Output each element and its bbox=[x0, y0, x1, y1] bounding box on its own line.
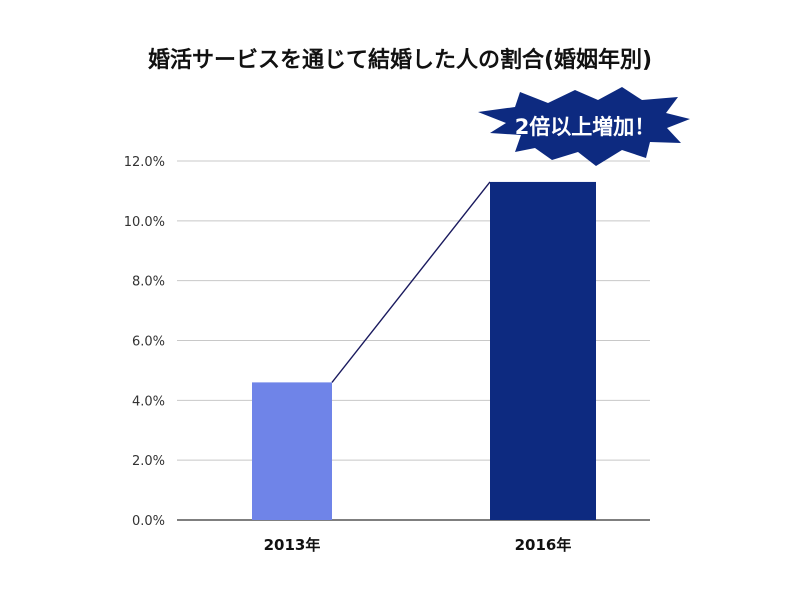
starburst-shape bbox=[478, 87, 690, 166]
y-tick-label: 6.0% bbox=[132, 335, 165, 350]
callout-text: 2倍以上増加！ bbox=[515, 115, 656, 139]
y-tick-label: 2.0% bbox=[132, 454, 165, 469]
x-tick-label: 2013年 bbox=[264, 536, 321, 554]
chart-title: 婚活サービスを通じて結婚した人の割合(婚姻年別) bbox=[148, 47, 652, 73]
y-tick-label: 4.0% bbox=[132, 394, 165, 409]
y-axis-ticks: 0.0% 2.0% 4.0% 6.0% 8.0% 10.0% 12.0% bbox=[124, 155, 165, 529]
bar bbox=[490, 181, 596, 521]
x-tick-label: 2016年 bbox=[515, 536, 572, 554]
connector-line bbox=[331, 181, 491, 383]
y-tick-label: 8.0% bbox=[132, 275, 165, 290]
callout-burst: 2倍以上増加！ bbox=[478, 87, 690, 166]
bars bbox=[252, 181, 596, 521]
x-axis-labels: 2013年 2016年 bbox=[264, 536, 572, 554]
bar bbox=[252, 382, 332, 520]
connector bbox=[331, 181, 491, 383]
y-tick-label: 0.0% bbox=[132, 514, 165, 529]
y-tick-label: 10.0% bbox=[124, 215, 165, 230]
y-tick-label: 12.0% bbox=[124, 155, 165, 170]
